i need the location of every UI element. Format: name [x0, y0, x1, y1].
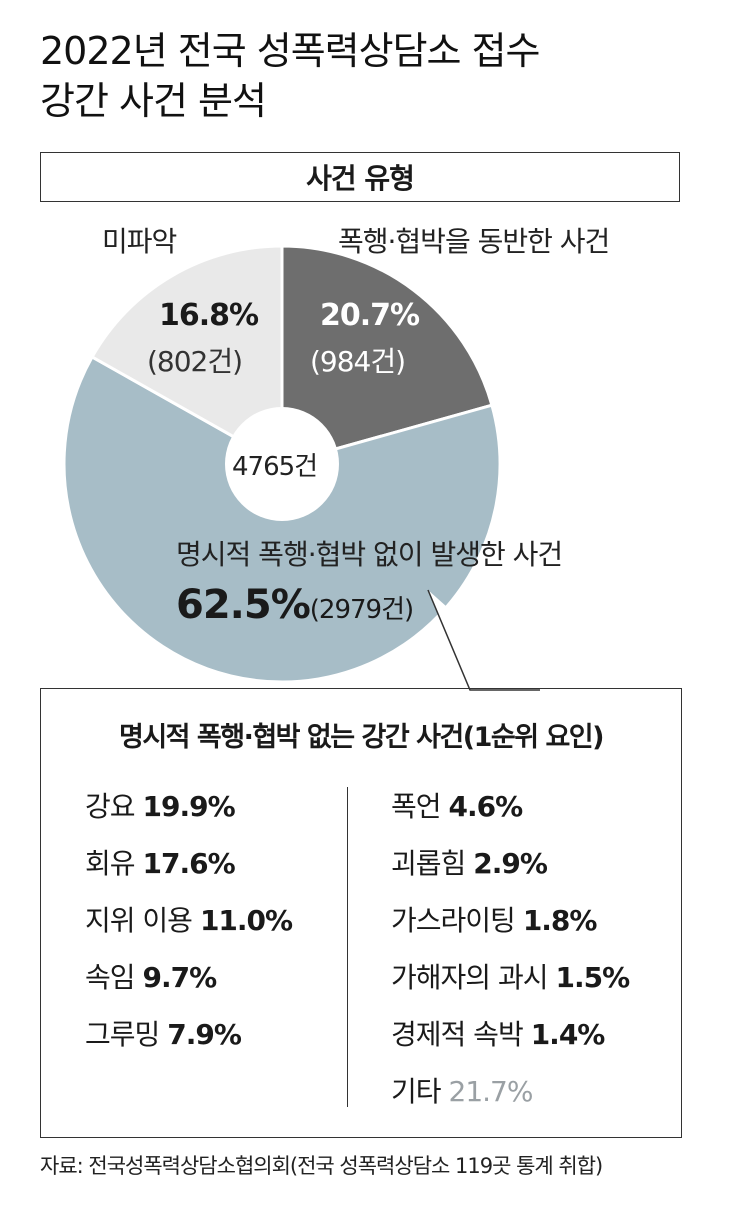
factor-label: 경제적 속박 [391, 1018, 524, 1051]
slice-value-no-violence: 62.5%(2979건) [176, 582, 414, 628]
section-label: 사건 유형 [306, 162, 415, 195]
slice-percent-no-violence: 62.5% [176, 582, 311, 628]
detail-row: 괴롭힘 2.9% [391, 842, 629, 899]
detail-row: 속임 9.7% [85, 956, 292, 1013]
slice-percent-unknown: 16.8% [159, 298, 259, 333]
factor-label: 강요 [85, 790, 136, 823]
factor-value: 19.9% [142, 790, 236, 823]
title-line-2: 강간 사건 분석 [40, 79, 267, 123]
title-line-1: 2022년 전국 성폭력상담소 접수 [40, 29, 541, 73]
factor-label: 지위 이용 [85, 904, 193, 937]
detail-row: 기타 21.7% [391, 1070, 629, 1127]
pie-slice-violence [280, 244, 494, 466]
pie-center-total: 4765건 [232, 452, 318, 482]
factor-value: 4.6% [448, 790, 524, 823]
slice-label-violence: 폭행·협박을 동반한 사건 [338, 225, 610, 258]
factor-value: 17.6% [142, 847, 236, 880]
factor-value: 9.7% [142, 961, 218, 994]
slice-count-violence: (984건) [310, 345, 406, 378]
factor-value: 2.9% [473, 847, 548, 880]
pie-center-hole [225, 407, 339, 521]
factor-value: 1.5% [555, 961, 630, 994]
factor-label: 가스라이팅 [391, 904, 516, 937]
detail-row: 폭언 4.6% [391, 785, 629, 842]
factor-value: 21.7% [448, 1075, 534, 1108]
pie-slice-unknown [90, 244, 284, 467]
callout-line [427, 589, 540, 691]
factor-label: 속임 [85, 961, 136, 994]
detail-right-column: 폭언 4.6% 괴롭힘 2.9% 가스라이팅 1.8% 가해자의 과시 1.5% 경제적… [391, 785, 630, 1127]
factor-label: 폭언 [391, 790, 442, 823]
detail-row: 가스라이팅 1.8% [391, 899, 629, 956]
factor-value: 1.4% [530, 1018, 606, 1051]
factor-label: 기타 [391, 1075, 442, 1108]
slice-count-no-violence: (2979건) [309, 595, 414, 625]
factor-label: 괴롭힘 [391, 847, 466, 880]
source-note: 자료: 전국성폭력상담소협의회(전국 성폭력상담소 119곳 통계 취합) [40, 1154, 603, 1178]
detail-divider [347, 787, 348, 1107]
detail-row: 그루밍 7.9% [85, 1013, 292, 1070]
detail-row: 회유 17.6% [85, 842, 292, 899]
detail-row: 지위 이용 11.0% [85, 899, 293, 956]
detail-title: 명시적 폭행·협박 없는 강간 사건(1순위 요인) [118, 722, 605, 753]
factor-label: 그루밍 [85, 1018, 160, 1051]
section-label-box: 사건 유형 [40, 152, 680, 202]
slice-percent-violence: 20.7% [320, 298, 420, 333]
detail-left-column: 강요 19.9% 회유 17.6% 지위 이용 11.0% 속임 9.7% 그루밍 7.9… [85, 785, 293, 1070]
detail-row: 가해자의 과시 1.5% [391, 956, 630, 1013]
detail-row: 경제적 속박 1.4% [391, 1013, 629, 1070]
factor-value: 11.0% [199, 904, 293, 937]
detail-box: 명시적 폭행·협박 없는 강간 사건(1순위 요인) 강요 19.9% 회유 17.… [40, 688, 682, 1138]
slice-label-no-violence: 명시적 폭행·협박 없이 발생한 사건 [176, 538, 563, 571]
slice-count-unknown: (802건) [147, 345, 243, 378]
chart-title: 2022년 전국 성폭력상담소 접수 강간 사건 분석 [40, 26, 700, 126]
slice-label-unknown: 미파악 [102, 225, 177, 258]
factor-label: 회유 [85, 847, 136, 880]
factor-value: 7.9% [167, 1018, 242, 1051]
factor-label: 가해자의 과시 [391, 961, 548, 994]
detail-row: 강요 19.9% [85, 785, 292, 842]
factor-value: 1.8% [522, 904, 598, 937]
